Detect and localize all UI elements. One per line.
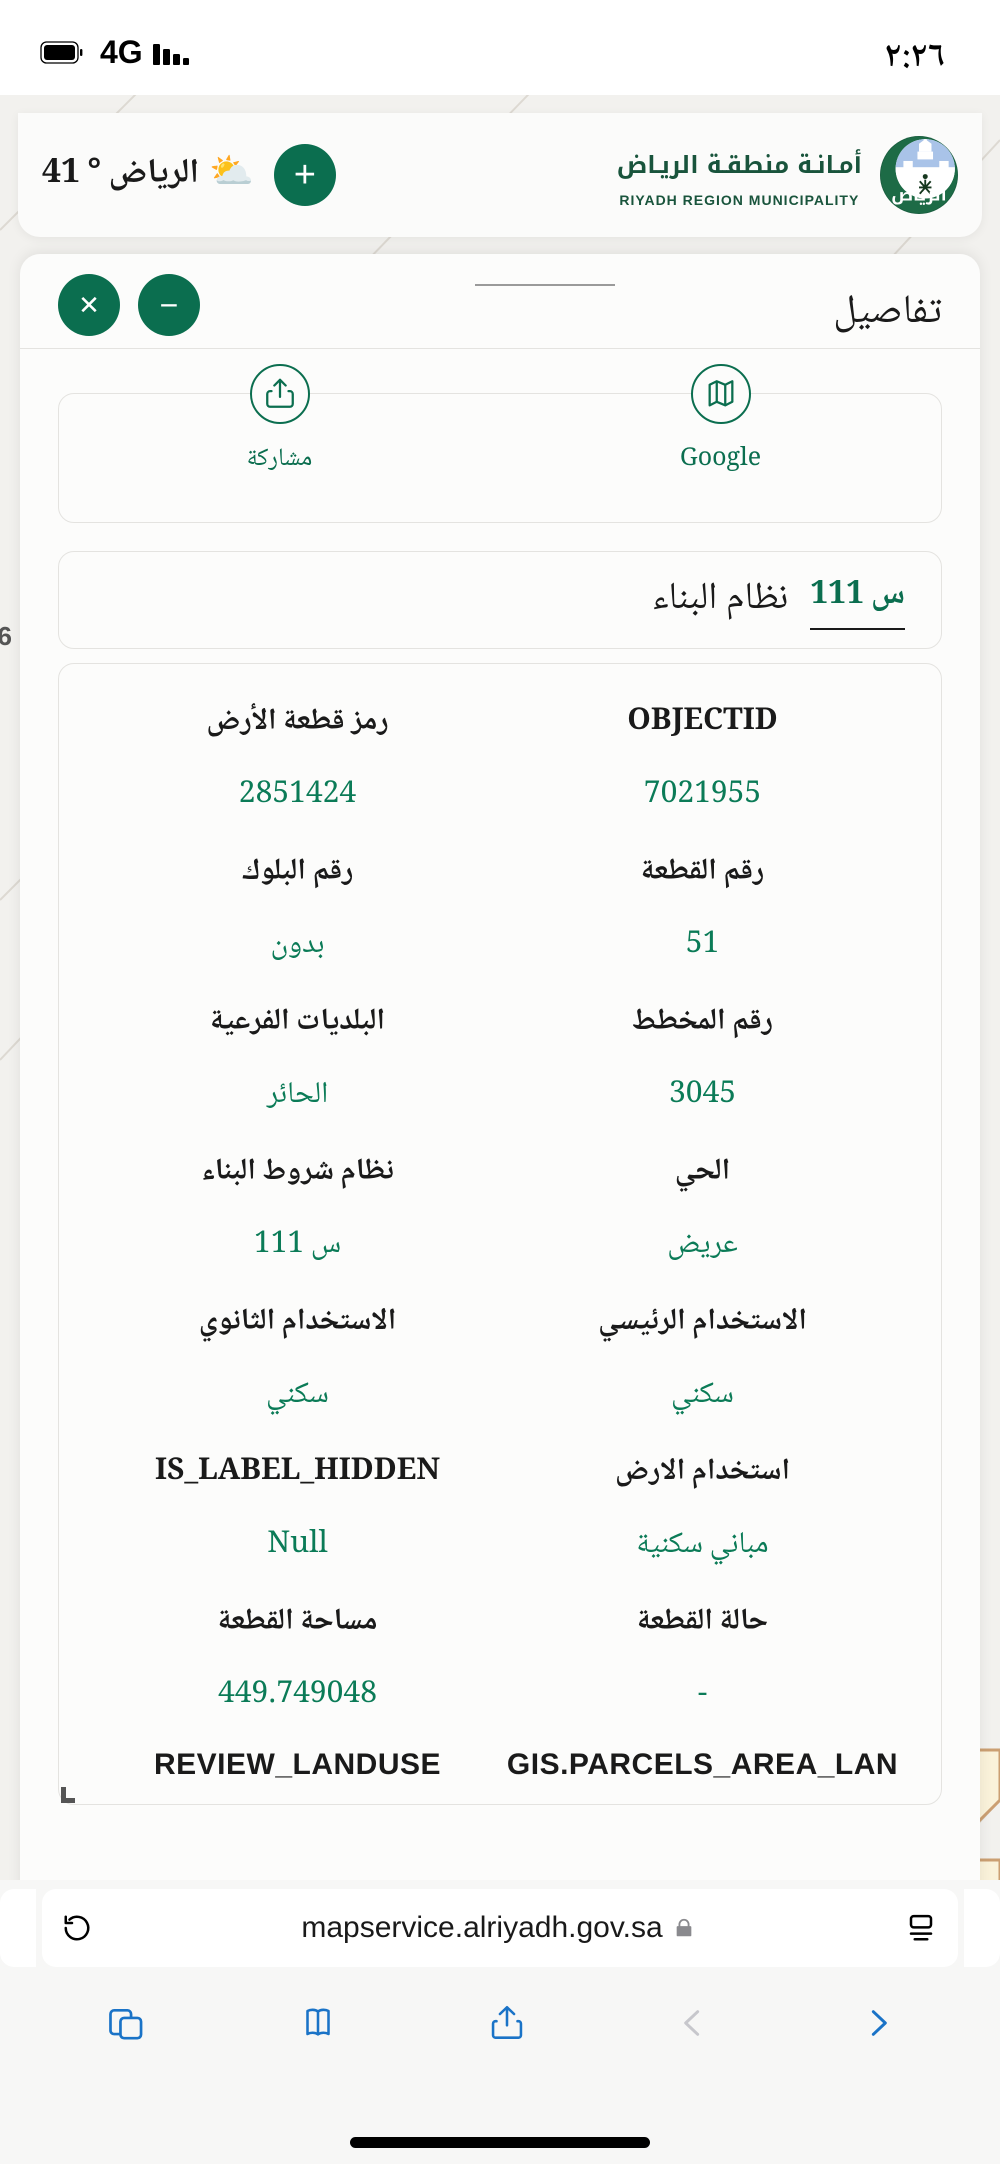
svg-text:الرياض: الرياض (891, 179, 947, 212)
svg-text:6: 6 (0, 621, 12, 651)
